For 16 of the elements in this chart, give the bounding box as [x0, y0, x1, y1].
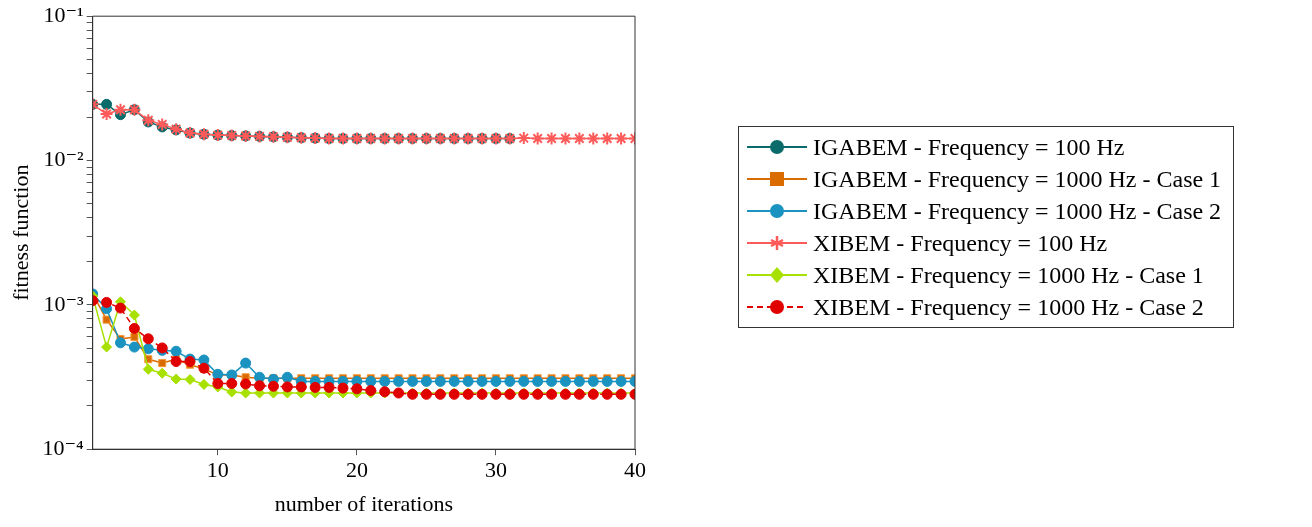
legend-label: IGABEM - Frequency = 1000 Hz - Case 2	[812, 197, 1222, 226]
legend-label: XIBEM - Frequency = 100 Hz	[812, 229, 1108, 258]
x-tick-label: 20	[345, 457, 368, 483]
y-tick-label: 10⁻²	[43, 146, 85, 172]
legend-label: XIBEM - Frequency = 1000 Hz - Case 2	[812, 293, 1204, 322]
x-tick-label: 40	[624, 457, 646, 483]
legend-label: IGABEM - Frequency = 100 Hz	[812, 133, 1125, 162]
y-tick-label: 10⁻³	[43, 290, 85, 316]
y-tick-label: 10⁻¹	[43, 1, 84, 27]
x-axis-title: number of iterations	[274, 490, 454, 516]
legend-label: XIBEM - Frequency = 1000 Hz - Case 1	[812, 261, 1204, 290]
y-tick-label: 10⁻⁴	[42, 434, 84, 460]
legend-label: IGABEM - Frequency = 1000 Hz - Case 1	[812, 165, 1222, 194]
x-tick-label: 10	[206, 457, 229, 483]
y-axis-title: fitness function	[7, 164, 33, 301]
x-tick-label: 30	[484, 457, 507, 483]
